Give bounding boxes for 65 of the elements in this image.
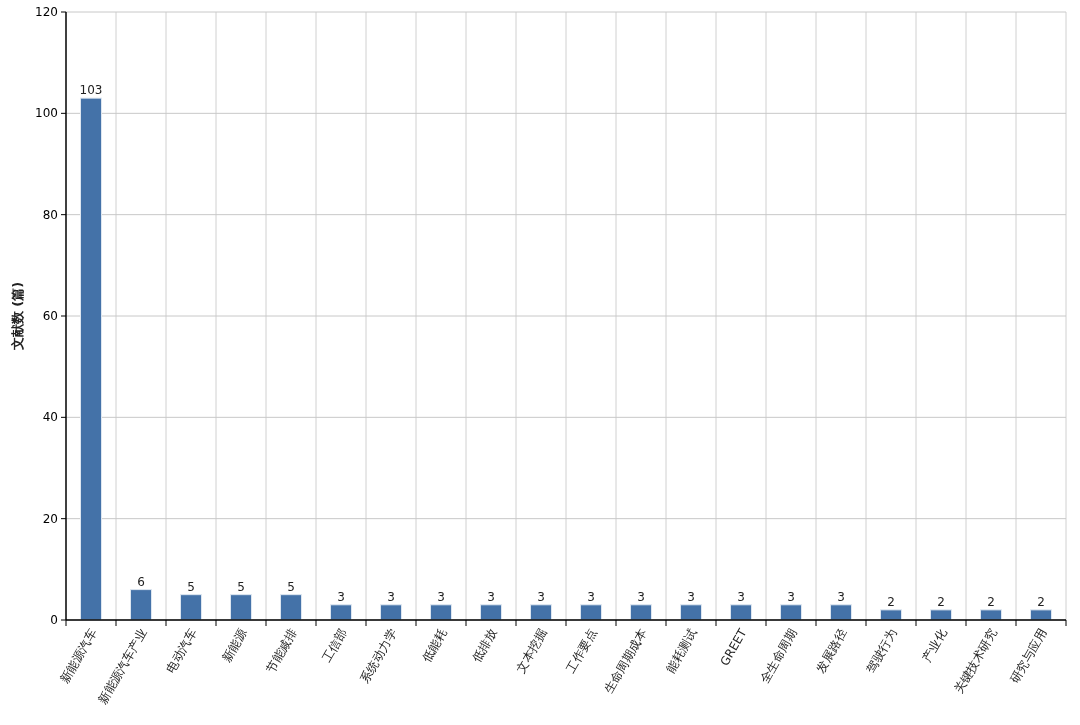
x-tick-label: 工信部 [319,626,350,665]
data-label: 2 [1037,594,1045,609]
bar [130,589,152,621]
x-tick-label: 能耗测试 [663,626,700,676]
bar [230,594,252,621]
data-label: 3 [787,589,795,604]
data-label: 5 [237,579,245,594]
data-label: 5 [287,579,295,594]
data-label: 3 [387,589,395,604]
data-label: 3 [337,589,345,604]
bar [80,97,102,621]
x-tick-label: 低排放 [469,626,500,665]
y-tick-label: 60 [42,309,58,323]
x-tick-label: 文本挖掘 [513,626,550,676]
bar [430,604,452,621]
bar [780,604,802,621]
x-tick-label: 工作要点 [563,626,600,676]
x-tick-label: 驾驶行为 [863,626,900,676]
y-tick-label: 40 [42,410,58,425]
data-label: 3 [687,589,695,604]
x-tick-label: 生命周期成本 [601,626,650,696]
bar [980,609,1002,621]
data-label: 5 [187,579,195,594]
data-label: 2 [887,594,895,609]
x-tick-label: 电动汽车 [163,626,200,676]
bar [630,604,652,621]
bar [730,604,752,621]
bar [530,604,552,621]
data-label: 3 [637,589,645,604]
bar [380,604,402,621]
y-tick-label: 120 [35,5,58,19]
x-tick-label: 全生命周期 [757,626,800,686]
y-tick-label: 80 [42,207,58,222]
bar [830,604,852,621]
bar [880,609,902,621]
data-label: 3 [537,589,545,604]
y-axis-title: 文献数 (篇) [10,281,25,352]
bar [1030,609,1052,621]
x-tick-label: 产业化 [919,626,950,665]
x-tick-label: 低能耗 [419,626,450,665]
bar [280,594,302,621]
y-tick-label: 100 [35,106,58,121]
data-label: 3 [487,589,495,604]
x-tick-label: 关键技术研究 [951,626,1000,696]
data-label: 3 [437,589,445,604]
y-tick-label: 20 [42,511,58,526]
x-tick-label: 节能减排 [263,626,300,676]
data-label: 3 [737,589,745,604]
bar [680,604,702,621]
bar [580,604,602,621]
bar [480,604,502,621]
bar [180,594,202,621]
data-label: 103 [79,83,103,98]
data-label: 3 [837,589,845,604]
data-label: 6 [137,574,145,589]
x-tick-label: 研究与应用 [1007,626,1050,686]
data-label: 3 [587,589,595,604]
x-tick-label: 新能源 [219,626,250,665]
data-label: 2 [937,594,945,609]
y-tick-label: 0 [50,613,58,627]
bar [330,604,352,621]
x-tick-label: 系统动力学 [357,626,400,686]
data-label: 2 [987,594,995,609]
x-tick-label: 发展路径 [813,626,850,676]
bar [930,609,952,621]
